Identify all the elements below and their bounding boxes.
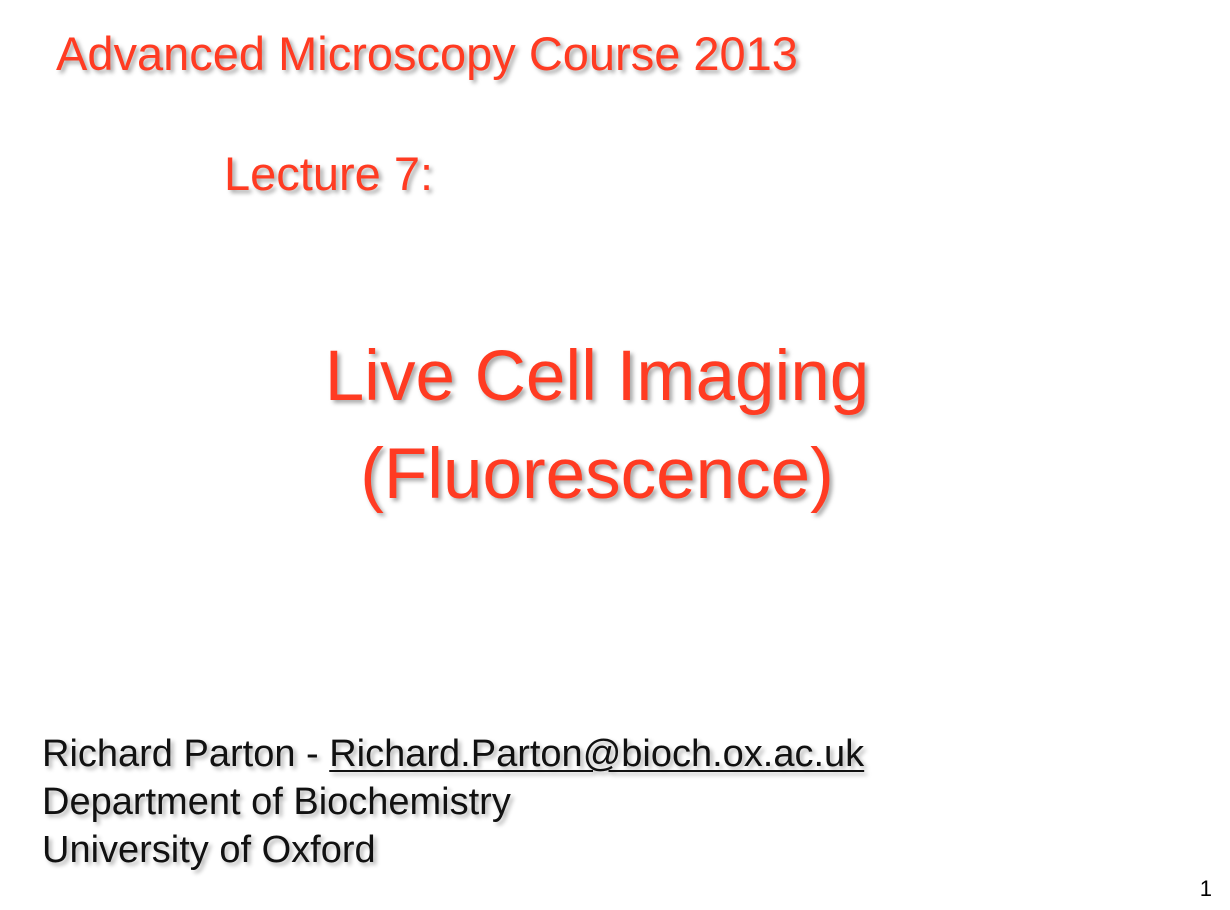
author-university: University of Oxford [42, 829, 376, 871]
lecture-label: Lecture 7: [224, 147, 434, 200]
author-email-link[interactable]: Richard.Parton@bioch.ox.ac.uk [329, 733, 865, 775]
course-title: Advanced Microscopy Course 2013 [56, 27, 798, 80]
author-name: Richard Parton - [42, 733, 330, 775]
main-title-line-1: Live Cell Imaging [324, 337, 870, 416]
author-name-line: Richard Parton - Richard.Parton@bioch.ox… [42, 730, 864, 778]
main-title-line-2: (Fluorescence) [360, 435, 834, 514]
slide-number: 1 [1199, 876, 1212, 901]
author-info: Richard Parton - Richard.Parton@bioch.ox… [42, 730, 864, 874]
author-department: Department of Biochemistry [42, 781, 511, 823]
